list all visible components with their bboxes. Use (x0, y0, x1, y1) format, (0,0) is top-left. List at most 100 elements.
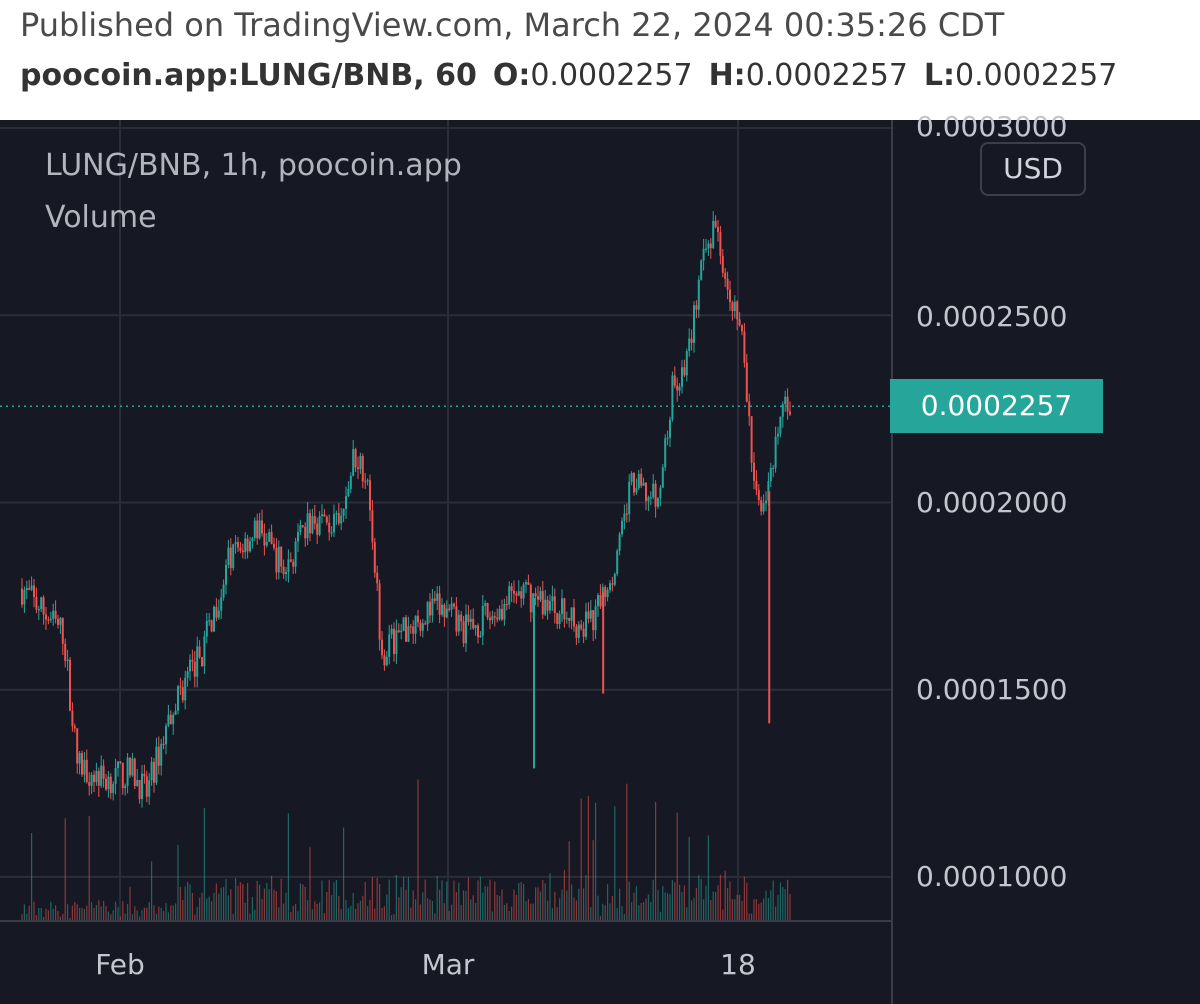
candle-body (81, 753, 83, 775)
candle-body (69, 659, 71, 711)
candle-body (162, 743, 165, 746)
volume-bar (681, 892, 683, 920)
volume-bar (578, 888, 580, 920)
candle-body (45, 614, 47, 620)
candle-body (349, 475, 352, 490)
candle-body (525, 582, 527, 585)
volume-bar (191, 892, 193, 920)
volume-bar (431, 900, 433, 920)
volume-bar (455, 892, 457, 920)
volume-bar (28, 905, 30, 920)
volume-bar (371, 876, 373, 920)
currency-badge[interactable]: USD (980, 142, 1086, 196)
volume-bar (275, 891, 277, 920)
candle-body (30, 585, 33, 590)
candle-body (328, 522, 331, 533)
volume-bar (189, 884, 191, 920)
candle-body (429, 601, 431, 616)
candle-body (246, 538, 249, 552)
volume-bar (571, 884, 573, 920)
candle-body (220, 597, 223, 611)
chart-canvas[interactable] (0, 120, 1200, 1004)
volume-bar (307, 900, 309, 920)
candle-body (265, 541, 268, 546)
volume-bar (676, 812, 678, 920)
candle-body (659, 487, 662, 499)
candle-body (402, 617, 405, 631)
volume-bar (736, 894, 738, 920)
candle-body (505, 604, 508, 606)
candle-body (385, 656, 388, 666)
candle-body (522, 584, 525, 599)
volume-bar (443, 903, 445, 920)
volume-bar (619, 888, 621, 920)
candle-body (335, 513, 338, 515)
candle-body (225, 565, 227, 585)
volume-bar (631, 902, 633, 920)
symbol-label: poocoin.app:LUNG/BNB, 60 (20, 58, 477, 93)
candle-body (114, 768, 117, 785)
volume-bar (561, 889, 563, 920)
candle-body (333, 514, 335, 533)
volume-bar (357, 903, 359, 920)
volume-bar (326, 891, 328, 920)
candle-body (772, 467, 775, 470)
candle-body (169, 714, 172, 725)
volume-bar (475, 903, 477, 920)
chart-frame[interactable]: LUNG/BNB, 1h, poocoin.app Volume USD 0.0… (0, 110, 1200, 1004)
candle-body (405, 617, 407, 642)
candle-body (633, 472, 635, 493)
candle-body (347, 489, 350, 497)
volume-bar (640, 902, 642, 920)
volume-bar (775, 906, 777, 920)
candle-body (412, 626, 415, 634)
volume-bar (328, 879, 330, 920)
candle-body (736, 301, 739, 320)
candle-body (640, 473, 643, 486)
candle-body (141, 773, 143, 800)
volume-bar (395, 874, 397, 920)
candle-body (443, 604, 446, 618)
volume-bar (38, 907, 40, 920)
volume-bar (314, 901, 316, 920)
candle-body (191, 659, 194, 662)
volume-bar (453, 880, 455, 920)
volume-bar (669, 894, 671, 920)
candle-body (558, 613, 561, 625)
open-value: 0.0002257 (530, 58, 693, 93)
volume-bar (693, 898, 695, 920)
volume-bar (467, 877, 469, 920)
volume-bar (482, 892, 484, 920)
volume-bar (458, 882, 460, 920)
candle-body (306, 513, 309, 539)
volume-bar (753, 899, 755, 920)
volume-bar (621, 905, 623, 920)
volume-bar (667, 893, 669, 920)
candle-body (112, 784, 115, 794)
candle-body (745, 362, 748, 402)
candle-body (105, 778, 107, 790)
volume-bar (352, 892, 354, 920)
candle-body (541, 591, 544, 615)
candle-body (683, 367, 686, 376)
candle-body (179, 686, 182, 688)
volume-bar (695, 887, 697, 920)
volume-bar (554, 891, 556, 920)
volume-bar (160, 907, 162, 920)
volume-bar (729, 881, 731, 920)
candle-body (445, 608, 448, 618)
volume-bar (184, 886, 186, 920)
volume-bar (45, 908, 47, 920)
volume-bar (117, 907, 119, 920)
candle-body (364, 481, 367, 483)
candle-body (258, 520, 261, 539)
candle-body (299, 525, 302, 533)
candle-body (136, 780, 139, 786)
volume-bar (703, 899, 705, 920)
volume-bar (33, 901, 35, 920)
volume-bar (237, 885, 239, 920)
candle-body (325, 516, 328, 523)
volume-bar (67, 904, 69, 920)
candle-body (573, 607, 575, 627)
candle-body (275, 547, 278, 573)
